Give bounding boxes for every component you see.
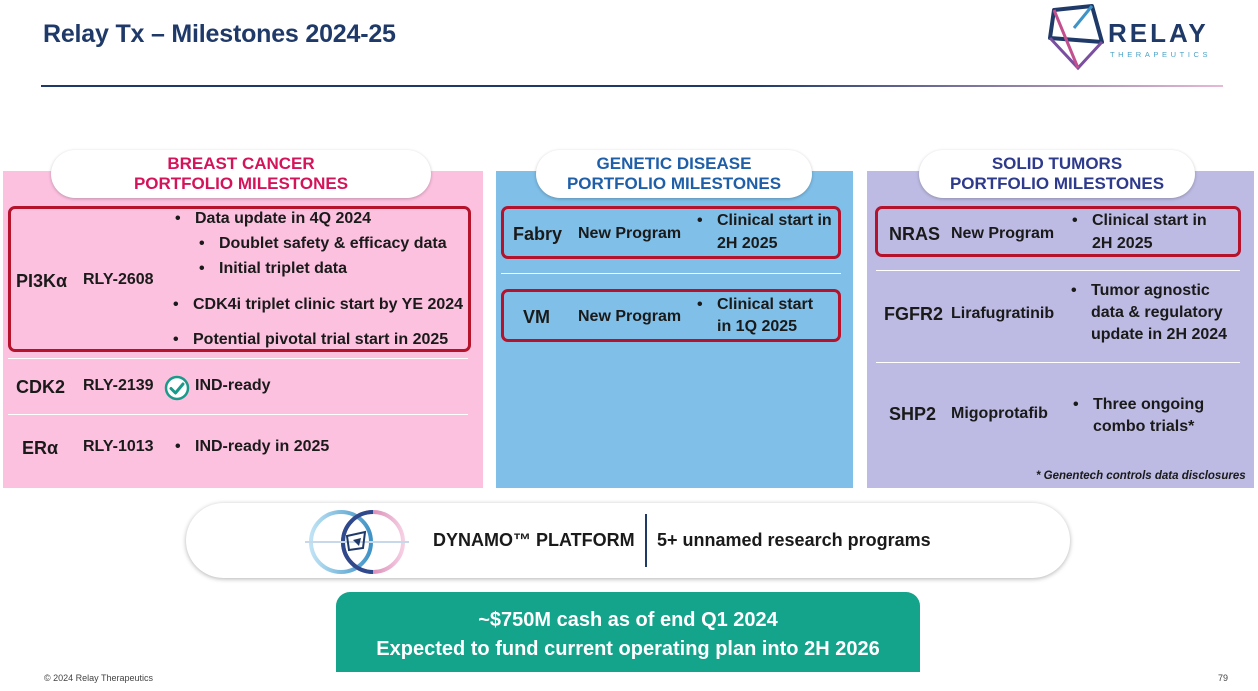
er-gene: ERα	[22, 438, 59, 458]
vm-bullet-line1: Clinical start	[697, 296, 813, 314]
relay-logo-mark-icon	[1048, 4, 1104, 71]
fabry-bullet-line2: 2H 2025	[717, 235, 778, 252]
fgfr2-drug: Lirafugratinib	[951, 305, 1055, 322]
shp2-gene: SHP2	[889, 404, 937, 424]
dynamo-platform-bar	[186, 503, 1070, 578]
platform-name: DYNAMO™ PLATFORM	[433, 530, 635, 550]
platform-description: 5+ unnamed research programs	[657, 530, 931, 550]
genetic-header-line2: PORTFOLIO MILESTONES	[566, 174, 782, 193]
dynamo-platform-icon	[305, 510, 409, 574]
title-divider	[41, 85, 1223, 87]
vm-bullet-line2: in 1Q 2025	[717, 318, 798, 335]
fgfr2-bullet-line1: Tumor agnostic	[1071, 282, 1210, 300]
pi3k-bullet-2: CDK4i triplet clinic start by YE 2024	[173, 296, 463, 314]
genetic-disease-header: GENETIC DISEASE PORTFOLIO MILESTONES	[536, 150, 812, 198]
breast-header-line1: BREAST CANCER	[167, 154, 315, 173]
solid-header-line2: PORTFOLIO MILESTONES	[949, 174, 1165, 193]
check-circle-icon	[164, 375, 190, 401]
cdk2-status: IND-ready	[195, 377, 271, 394]
vm-drug: New Program	[578, 308, 682, 325]
pi3k-subbullet-2: Initial triplet data	[199, 260, 347, 278]
page-title: Relay Tx – Milestones 2024-25	[43, 20, 396, 48]
breast-cancer-header: BREAST CANCER PORTFOLIO MILESTONES	[51, 150, 431, 198]
pi3k-drug: RLY-2608	[83, 271, 154, 288]
solid-row-divider-1	[876, 270, 1240, 271]
cdk2-drug: RLY-2139	[83, 377, 154, 394]
breast-row-divider-1	[8, 358, 468, 359]
er-drug: RLY-1013	[83, 438, 154, 455]
fgfr2-bullet-line2: data & regulatory	[1091, 304, 1223, 321]
vm-gene: VM	[523, 307, 550, 327]
fgfr2-gene: FGFR2	[884, 304, 944, 324]
genentech-footnote: * Genentech controls data disclosures	[1036, 470, 1246, 482]
platform-divider	[645, 514, 647, 567]
shp2-bullet-line1: Three ongoing	[1073, 396, 1204, 414]
genetic-header-line1: GENETIC DISEASE	[596, 154, 752, 173]
nras-bullet-line1: Clinical start in	[1072, 212, 1207, 230]
fabry-gene: Fabry	[513, 224, 563, 244]
nras-gene: NRAS	[889, 224, 941, 244]
pi3k-highlight-box	[8, 206, 471, 352]
logo-subtitle: THERAPEUTICS	[1110, 50, 1212, 59]
shp2-bullet-line2: combo trials*	[1093, 418, 1195, 435]
solid-tumors-header: SOLID TUMORS PORTFOLIO MILESTONES	[919, 150, 1195, 198]
cdk2-gene: CDK2	[16, 377, 66, 397]
logo-wordmark: RELAY	[1108, 18, 1209, 48]
fabry-bullet-line1: Clinical start in	[697, 212, 832, 230]
fabry-highlight-box	[501, 206, 841, 259]
cash-banner: ~$750M cash as of end Q1 2024 Expected t…	[336, 592, 920, 672]
genetic-row-divider	[501, 273, 841, 274]
pi3k-subbullet-1: Doublet safety & efficacy data	[199, 235, 447, 253]
er-bullet-1: IND-ready in 2025	[175, 438, 329, 456]
nras-bullet-line2: 2H 2025	[1092, 235, 1153, 252]
copyright: © 2024 Relay Therapeutics	[44, 673, 154, 683]
nras-drug: New Program	[951, 225, 1055, 242]
fgfr2-bullet-line3: update in 2H 2024	[1091, 326, 1228, 343]
breast-header-line2: PORTFOLIO MILESTONES	[133, 174, 349, 193]
shp2-drug: Migoprotafib	[951, 405, 1048, 422]
fabry-drug: New Program	[578, 225, 682, 242]
cash-line2: Expected to fund current operating plan …	[376, 638, 880, 660]
cash-line1: ~$750M cash as of end Q1 2024	[478, 609, 778, 631]
breast-row-divider-2	[8, 414, 468, 415]
nras-highlight-box	[875, 206, 1241, 257]
vm-highlight-box	[501, 289, 841, 342]
pi3k-bullet-1: Data update in 4Q 2024	[175, 210, 371, 228]
solid-header-line1: SOLID TUMORS	[991, 154, 1123, 173]
relay-logo: RELAY THERAPEUTICS	[1044, 2, 1234, 72]
pi3k-bullet-3: Potential pivotal trial start in 2025	[173, 331, 448, 349]
page-number: 79	[1218, 673, 1229, 683]
solid-row-divider-2	[876, 362, 1240, 363]
pi3k-gene: PI3Kα	[16, 271, 68, 291]
